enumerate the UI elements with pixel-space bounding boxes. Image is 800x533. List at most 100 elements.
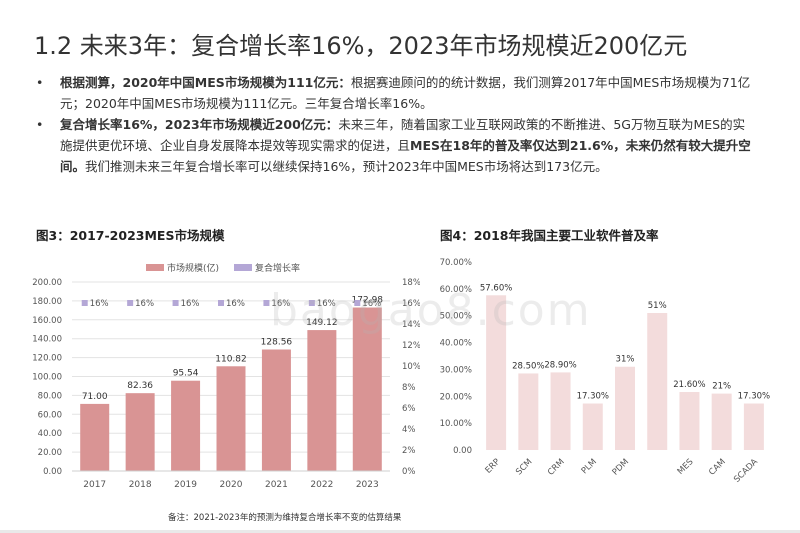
penetration-bar <box>550 372 571 450</box>
penetration-bar-label: 21.60% <box>673 380 705 390</box>
size-bar-label: 149.12 <box>306 318 338 328</box>
penetration-bar-label: 28.90% <box>544 360 576 370</box>
y-tick-label: 70.00% <box>440 258 472 268</box>
penetration-bar-label: 21% <box>712 382 731 392</box>
y2-tick-label: 16% <box>402 299 420 309</box>
y-tick-label: 50.00% <box>440 312 472 322</box>
size-bar-label: 128.56 <box>261 338 293 348</box>
x-tick-label: 2022 <box>310 480 333 490</box>
watermark: baogao8.com <box>270 285 592 336</box>
penetration-bar-label: 17.30% <box>738 392 770 402</box>
penetration-bar-label: 31% <box>616 355 635 365</box>
y-tick-label: 60.00% <box>440 285 472 295</box>
y-tick-label: 120.00 <box>32 354 62 364</box>
y-tick-label: 140.00 <box>32 335 62 345</box>
bullet-item: • 复合增长率16%，2023年市场规模近200亿元：未来三年，随着国家工业互联… <box>36 114 756 177</box>
x-tick-label: SCADA <box>732 457 760 485</box>
legend-swatch-growth <box>234 264 252 271</box>
penetration-bar <box>743 403 764 450</box>
y2-tick-label: 14% <box>402 320 420 330</box>
y-tick-label: 40.00 <box>38 429 62 439</box>
penetration-bar-label: 57.60% <box>480 283 512 293</box>
y-tick-label: 20.00% <box>440 392 472 402</box>
size-bar <box>125 393 155 471</box>
chart-title-left: 图3：2017-2023MES市场规模 <box>36 228 225 243</box>
y2-tick-label: 18% <box>402 278 420 288</box>
growth-marker <box>127 300 134 306</box>
x-tick-label: SCM <box>514 457 534 477</box>
size-bar <box>216 366 246 471</box>
penetration-bar <box>679 391 700 450</box>
penetration-bar <box>711 393 732 450</box>
penetration-bar <box>518 373 539 450</box>
bullet-heading: 根据测算，2020年中国MES市场规模为111亿元： <box>60 75 351 90</box>
bullet-list: • 根据测算，2020年中国MES市场规模为111亿元：根据赛迪顾问的的统计数据… <box>36 72 756 177</box>
size-bar-label: 82.36 <box>127 381 153 391</box>
market-size-chart: 0.00 20.00 40.00 60.00 80.00 100.00 120.00 140.… <box>32 262 420 490</box>
growth-marker <box>308 300 315 306</box>
penetration-bar <box>486 295 507 450</box>
x-tick-label: CAM <box>707 457 728 478</box>
growth-marker <box>172 300 179 306</box>
y-tick-label: 40.00% <box>440 339 472 349</box>
penetration-bar-label: 51% <box>648 301 667 311</box>
growth-marker <box>263 300 270 306</box>
y-tick-label: 180.00 <box>32 297 62 307</box>
size-bar <box>261 349 291 471</box>
chart-title-right: 图4：2018年我国主要工业软件普及率 <box>440 228 659 243</box>
size-bar <box>171 380 201 471</box>
bullet-item: • 根据测算，2020年中国MES市场规模为111亿元：根据赛迪顾问的的统计数据… <box>36 72 756 114</box>
x-tick-label: MES <box>676 457 696 477</box>
x-tick-label: CRM <box>546 457 567 478</box>
y-tick-label: 200.00 <box>32 278 62 288</box>
y2-tick-label: 6% <box>402 404 416 414</box>
size-bar-label: 172.98 <box>352 296 384 306</box>
x-tick-label: 2020 <box>220 480 243 490</box>
growth-label: 16% <box>317 299 336 309</box>
y-tick-label: 30.00% <box>440 365 472 375</box>
y-tick-label: 0.00 <box>453 446 472 456</box>
y-tick-label: 100.00 <box>32 373 62 383</box>
bullet-text: 未来三年，随着国家工业互联网政策的不断推进、5G万物互联为MES的实施提供更优环… <box>60 117 746 153</box>
legend-label-growth: 复合增长率 <box>255 262 300 274</box>
size-bar-label: 95.54 <box>173 369 199 379</box>
y2-tick-label: 8% <box>402 383 416 393</box>
bullet-dot: • <box>36 75 44 90</box>
growth-label: 16% <box>90 299 109 309</box>
size-bar-label: 110.82 <box>215 354 247 364</box>
growth-label: 16% <box>271 299 290 309</box>
size-bar <box>352 307 382 471</box>
growth-label: 16% <box>362 299 381 309</box>
growth-marker <box>354 300 361 306</box>
chart-note: 备注：2021-2023年的预测为维持复合增长率不变的估算结果 <box>168 513 402 523</box>
penetration-bar <box>582 403 603 450</box>
bottom-divider <box>0 530 800 533</box>
x-tick-label: 2018 <box>129 480 152 490</box>
legend-label-size: 市场规模(亿) <box>167 262 219 274</box>
growth-marker <box>81 300 88 306</box>
y2-tick-label: 4% <box>402 425 416 435</box>
bullet-dot: • <box>36 117 44 132</box>
penetration-bar <box>647 313 668 450</box>
y2-tick-label: 2% <box>402 446 416 456</box>
penetration-bar-label: 28.50% <box>512 361 544 371</box>
x-tick-label: 2023 <box>356 480 379 490</box>
y-tick-label: 80.00 <box>38 391 62 401</box>
bullet-heading: 复合增长率16%，2023年市场规模近200亿元： <box>60 117 339 132</box>
page-title: 1.2 未来3年：复合增长率16%，2023年市场规模近200亿元 <box>34 32 688 60</box>
bullet-text: 我们推测未来三年复合增长率可以继续保持16%，预计2023年中国MES市场将达到… <box>85 159 608 174</box>
penetration-bar-label: 17.30% <box>577 392 609 402</box>
y2-tick-label: 10% <box>402 362 420 372</box>
penetration-bar <box>615 366 635 450</box>
size-bar-label: 71.00 <box>82 392 108 402</box>
x-tick-label: PDM <box>611 457 632 478</box>
x-tick-label: 2021 <box>265 480 288 490</box>
x-tick-label: 2019 <box>174 480 197 490</box>
size-bar <box>307 330 337 471</box>
x-tick-label: 2017 <box>83 480 106 490</box>
bullet-highlight: MES在18年的普及率仅达到21.6%，未来仍然有较大提升空间。 <box>60 138 751 174</box>
software-penetration-chart: 0.00 10.00% 20.00% 30.00% 40.00% 50.00% 60.00%… <box>440 258 771 485</box>
growth-label: 16% <box>135 299 154 309</box>
x-tick-label: PLM <box>580 457 599 476</box>
growth-label: 16% <box>226 299 245 309</box>
